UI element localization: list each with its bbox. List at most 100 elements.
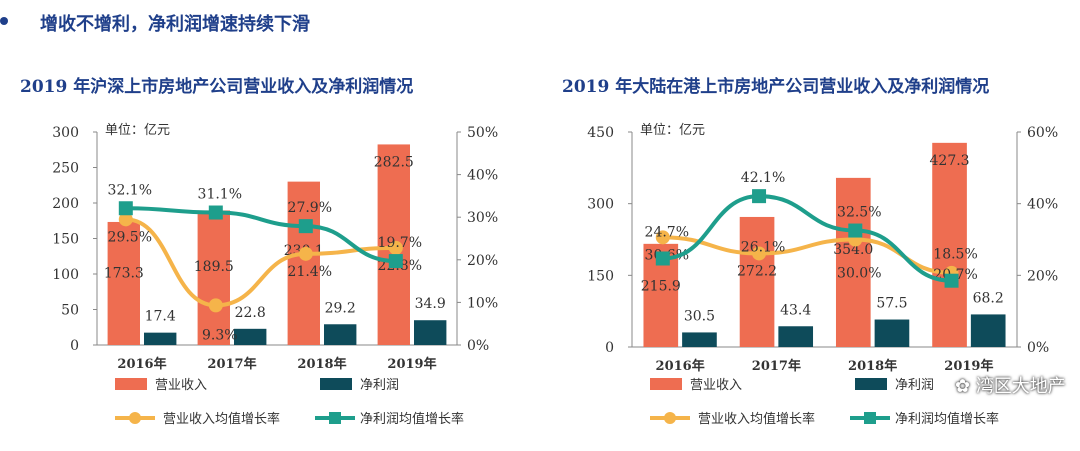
legend-label-revenue: 营业收入 [690,378,742,393]
x-tick-label: 2018年 [848,358,897,374]
legend-swatch-revenue [115,378,147,390]
bar-revenue [739,216,775,347]
left-tick-label: 50 [61,303,79,319]
x-tick-label: 2017年 [207,356,256,372]
point-revenue-growth [655,230,670,245]
legend-label-profit: 净利润 [360,378,399,393]
line-profit-growth [662,194,952,283]
point-revenue-growth [388,240,403,255]
point-label-profit-growth: 32.5% [837,205,881,221]
bar-revenue [197,210,230,345]
section-heading: 增收不增利，净利润增速持续下滑 [40,14,310,35]
right-tick-label: 30% [467,210,498,226]
watermark-text: 湾区大地产 [975,376,1066,397]
left-tick-label: 0 [70,338,79,354]
bar-label-profit: 30.5 [684,308,715,324]
legend-marker-profit-growth [329,412,341,424]
x-tick-label: 2018年 [297,356,346,372]
line-revenue-growth [662,235,952,275]
point-profit-growth [944,273,959,288]
left-tick-label: 200 [52,196,79,212]
x-tick-label: 2019年 [387,356,436,372]
chart-title-right: 2019 年大陆在港上市房地产公司营业收入及净利润情况 [562,77,990,97]
bar-profit [970,314,1006,347]
bar-label-profit: 68.2 [973,290,1004,306]
bar-profit [324,324,357,345]
bar-label-profit: 22.8 [235,305,266,321]
x-tick-label: 2019年 [944,358,993,374]
legend-label-profit: 净利润 [895,378,934,393]
left-tick-label: 150 [587,268,614,284]
right-tick-label: 20% [467,253,498,269]
bar-label-profit: 43.4 [780,302,811,318]
bar-profit [682,332,717,347]
bar-label-revenue: 189.5 [194,259,234,275]
line-profit-growth [125,206,396,264]
point-label-revenue-growth: 30.0% [837,266,881,282]
bar-profit [414,320,447,345]
chart-title-left: 2019 年沪深上市房地产公司营业收入及净利润情况 [20,77,414,97]
point-profit-growth [655,251,670,266]
right-tick-label: 50% [467,125,498,141]
legend-marker-profit-growth [864,412,876,424]
line-revenue-growth [125,217,396,308]
point-profit-growth [118,201,133,216]
x-tick-label: 2016年 [656,358,705,374]
legend-label-profit-growth: 净利润均值增长率 [360,411,464,427]
bar-label-revenue: 282.5 [374,154,414,170]
point-profit-growth [298,219,313,234]
x-tick-label: 2016年 [117,356,166,372]
bar-label-profit: 57.5 [876,296,907,312]
bar-revenue [932,142,967,347]
left-tick-label: 250 [52,161,79,177]
right-tick-label: 20% [1027,268,1058,284]
bar-revenue [107,221,140,345]
bar-revenue [287,181,320,345]
unit-label: 单位：亿元 [640,123,705,138]
point-revenue-growth [298,246,313,261]
chart-right: 0 150 300 450 0% 20% 40% 60% 单位：亿元 2016年 2017年 2018… [587,123,1058,427]
legend-marker-revenue-growth [129,412,141,424]
point-label-profit-growth: 18.5% [933,247,977,263]
legend-marker-revenue-growth [664,412,676,424]
bar-profit [234,328,267,345]
point-label-revenue-growth: 21.4% [288,264,332,280]
point-label-revenue-growth: 9.3% [202,327,238,343]
left-tick-label: 150 [52,232,79,248]
bar-label-profit: 17.4 [145,309,176,325]
bar-label-revenue: 272.2 [737,263,777,279]
point-revenue-growth [752,246,767,261]
legend-label-revenue: 营业收入 [155,378,207,393]
bar-label-revenue: 354.0 [833,242,873,258]
left-tick-label: 450 [587,125,614,141]
bar-revenue [835,177,871,347]
right-tick-label: 40% [467,168,498,184]
point-profit-growth [752,189,767,204]
point-revenue-growth [118,212,133,227]
right-tick-label: 0% [1027,340,1049,356]
left-tick-label: 0 [605,340,614,356]
legend-swatch-revenue [650,378,682,390]
bar-profit [144,332,177,345]
left-tick-label: 300 [52,125,79,141]
bullet-icon [0,17,8,25]
bar-label-profit: 29.2 [325,300,356,316]
point-profit-growth [208,205,223,220]
bar-profit [778,326,814,347]
point-label-profit-growth: 42.1% [741,170,785,186]
legend-label-revenue-growth: 营业收入均值增长率 [163,411,280,427]
point-label-profit-growth: 19.7% [378,235,422,251]
right-tick-label: 40% [1027,197,1058,213]
chart-left: 0 50 100 150 200 250 300 0% 10% 20% 30% 40% 50% 单位：亿元… [52,123,498,427]
right-tick-label: 60% [1027,125,1058,141]
unit-label: 单位：亿元 [105,123,170,138]
left-tick-label: 300 [587,197,614,213]
point-label-profit-growth: 32.1% [108,182,152,198]
point-revenue-growth [208,298,223,313]
legend-label-revenue-growth: 营业收入均值增长率 [698,411,815,427]
left-tick-label: 100 [52,267,79,283]
bar-label-revenue: 427.3 [930,153,970,169]
point-label-revenue-growth: 29.5% [108,229,152,245]
watermark: ✿ 湾区大地产 [955,376,1066,397]
